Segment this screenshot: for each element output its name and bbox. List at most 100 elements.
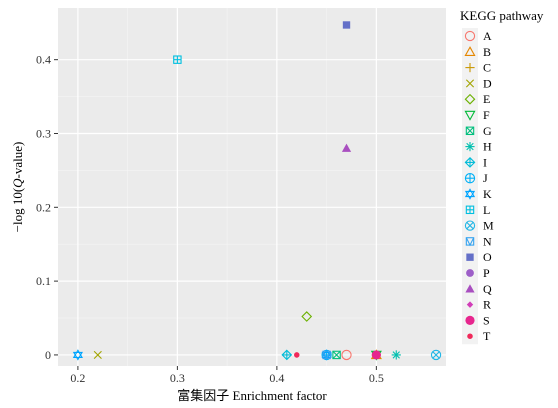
legend-symbol xyxy=(466,301,474,308)
legend-symbol xyxy=(465,142,475,152)
legend-item-e: E xyxy=(462,91,490,108)
legend-symbol xyxy=(464,173,476,184)
legend-symbol xyxy=(465,79,475,88)
legend-key-background xyxy=(462,186,478,202)
legend-title: KEGG pathway xyxy=(460,8,544,23)
x-tick-label: 0.3 xyxy=(170,371,185,385)
legend-item-n: N xyxy=(462,233,492,250)
x-tick-label: 0.2 xyxy=(70,371,85,385)
legend-item-s: S xyxy=(462,312,490,329)
y-tick-label: 0.2 xyxy=(36,200,51,214)
data-points xyxy=(72,21,442,361)
legend-label: I xyxy=(483,155,487,169)
y-axis: 0 0.1 0.2 0.3 0.4 xyxy=(36,53,58,362)
legend-label: H xyxy=(483,140,492,154)
legend-label: S xyxy=(483,313,490,327)
point-o xyxy=(342,21,351,29)
x-tick-label: 0.5 xyxy=(369,371,384,385)
legend-symbol xyxy=(464,157,476,168)
point-k xyxy=(72,349,83,361)
legend-symbol xyxy=(464,46,476,57)
plot-panel xyxy=(58,8,446,366)
legend-symbol xyxy=(464,30,476,42)
point-i xyxy=(281,349,293,361)
legend-symbol xyxy=(465,315,475,325)
legend-symbol xyxy=(466,269,474,277)
y-axis-label: −log 10(Q-value) xyxy=(10,142,25,233)
legend-label: O xyxy=(483,250,492,264)
legend-symbol xyxy=(464,110,476,121)
legend-label: M xyxy=(483,219,494,233)
point-g xyxy=(332,350,341,360)
point-d xyxy=(93,350,102,359)
legend-label: R xyxy=(483,298,491,312)
legend-symbol xyxy=(465,205,475,215)
legend-item-p: P xyxy=(462,265,490,281)
point-l xyxy=(173,55,182,64)
point-h xyxy=(391,350,401,360)
legend-item-k: K xyxy=(462,186,492,202)
legend-label: C xyxy=(483,61,491,75)
legend-label: A xyxy=(483,29,492,43)
legend-label: D xyxy=(483,76,492,90)
x-axis-label: 富集因子 Enrichment factor xyxy=(177,388,327,403)
legend-label: Q xyxy=(483,282,492,296)
y-axis-label-prefix: −log 10( xyxy=(10,188,25,233)
x-tick-label: 0.4 xyxy=(269,371,284,385)
y-axis-label-q: Q xyxy=(10,178,25,188)
legend-symbol xyxy=(464,93,476,105)
legend-label: E xyxy=(483,92,490,106)
legend-label: P xyxy=(483,266,490,280)
legend-item-j: J xyxy=(462,170,488,187)
point-e xyxy=(301,311,313,322)
legend-label: N xyxy=(483,234,492,248)
grid-lines xyxy=(58,8,446,366)
legend-item-g: G xyxy=(462,122,492,139)
point-t xyxy=(294,352,300,358)
legend-key-background xyxy=(462,28,478,44)
legend-item-i: I xyxy=(462,154,487,171)
legend-symbol xyxy=(466,253,474,261)
point-m xyxy=(430,349,442,361)
legend-item-h: H xyxy=(462,138,492,155)
point-s xyxy=(371,350,381,360)
legend-key-background xyxy=(462,91,478,108)
x-axis: 0.2 0.3 0.4 0.5 xyxy=(70,366,384,385)
legend-symbol xyxy=(467,333,473,339)
legend-item-o: O xyxy=(462,249,492,266)
y-axis-label-suffix: -value) xyxy=(10,142,25,179)
legend-label: B xyxy=(483,45,491,59)
legend-symbol xyxy=(465,63,475,73)
legend-item-m: M xyxy=(462,217,494,234)
y-tick-label: 0.3 xyxy=(36,126,51,140)
y-tick-label: 0.4 xyxy=(36,53,51,67)
legend-symbol xyxy=(465,284,475,293)
legend-label: T xyxy=(483,329,491,343)
legend-item-l: L xyxy=(462,201,490,218)
legend-label: F xyxy=(483,108,490,122)
legend-item-f: F xyxy=(462,107,490,123)
legend-item-a: A xyxy=(462,28,492,44)
legend-item-d: D xyxy=(462,75,492,92)
legend-label: K xyxy=(483,187,492,201)
point-a xyxy=(341,349,352,361)
legend-item-q: Q xyxy=(462,280,492,297)
legend-label: J xyxy=(483,171,488,185)
point-q xyxy=(341,143,352,152)
legend-symbol xyxy=(465,126,475,136)
point-n xyxy=(322,350,331,360)
y-tick-label: 0.1 xyxy=(36,274,51,288)
legend-item-t: T xyxy=(462,328,491,345)
legend-label: L xyxy=(483,203,490,217)
legend-item-c: C xyxy=(462,59,491,76)
legend-symbol xyxy=(464,188,476,200)
y-tick-label: 0 xyxy=(45,348,51,362)
legend-symbol xyxy=(465,237,475,247)
legend-label: G xyxy=(483,124,492,138)
legend-item-b: B xyxy=(462,43,491,60)
legend-item-r: R xyxy=(462,296,491,313)
legend-key-background xyxy=(462,233,478,250)
legend-symbol xyxy=(464,220,476,231)
